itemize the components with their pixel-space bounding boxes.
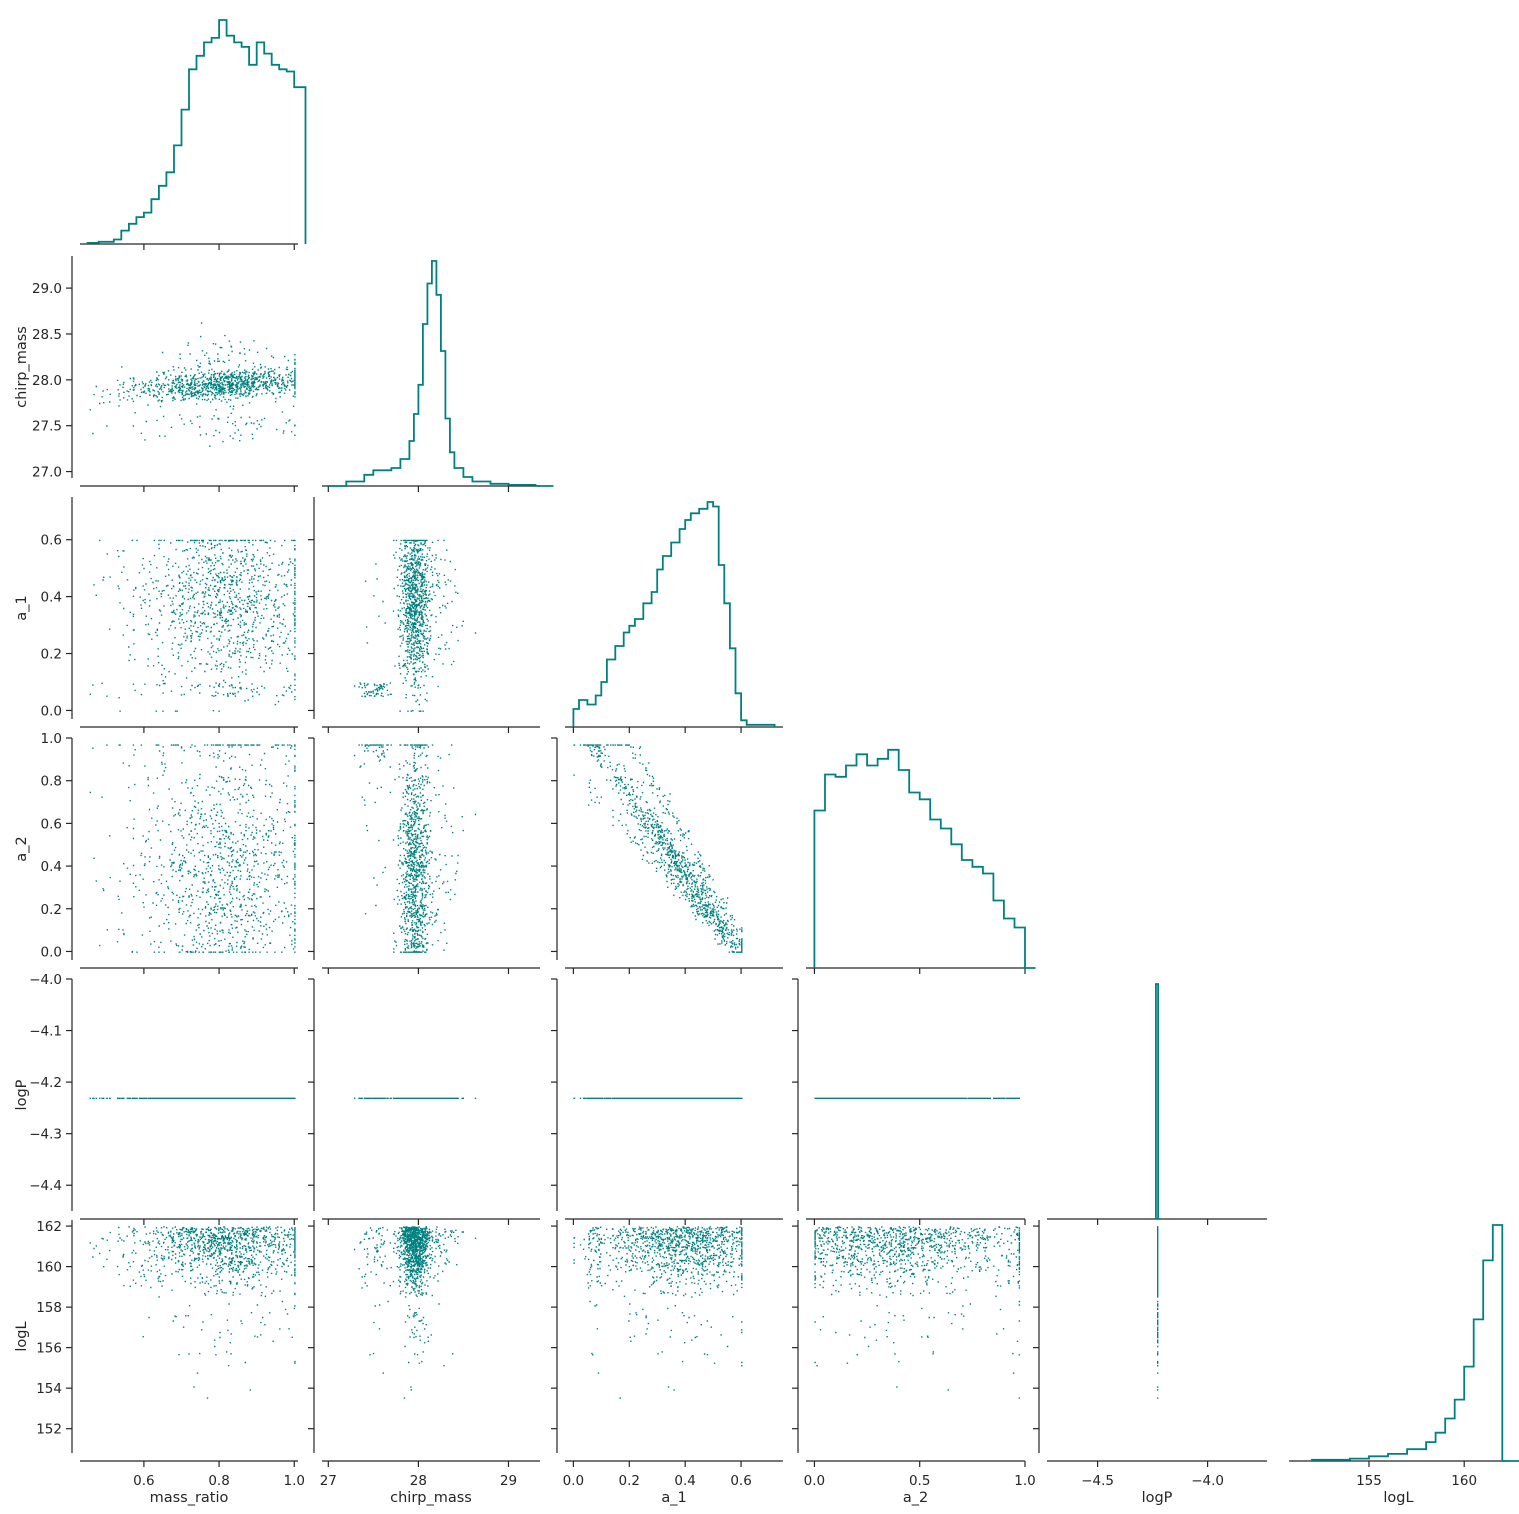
scatter-a_2-vs-chirp_mass bbox=[353, 744, 477, 953]
y-tick-label: 27.0 bbox=[32, 465, 62, 481]
x-tick-label: 1.0 bbox=[1014, 1473, 1035, 1489]
panel-a_2-vs-a_2 bbox=[806, 748, 1036, 974]
scatter-logL-vs-a_2 bbox=[814, 1226, 1021, 1399]
y-tick-label: 0.0 bbox=[41, 944, 62, 960]
panel-chirp_mass-vs-chirp_mass bbox=[322, 260, 554, 492]
scatter-a_1-vs-chirp_mass bbox=[353, 539, 477, 712]
y-tick-label: 29.0 bbox=[32, 281, 62, 297]
y-tick-label: 0.6 bbox=[41, 816, 62, 832]
y-tick-label: 0.8 bbox=[41, 774, 62, 790]
x-tick-label: 155 bbox=[1356, 1473, 1382, 1489]
x-tick-label: −4.5 bbox=[1081, 1473, 1114, 1489]
histogram-mass_ratio bbox=[86, 19, 307, 244]
scatter-logP-vs-chirp_mass bbox=[353, 1097, 477, 1099]
y-tick-label: −4.1 bbox=[29, 1024, 62, 1040]
y-tick-label: 156 bbox=[36, 1341, 62, 1357]
scatter-logP-vs-a_1 bbox=[573, 1097, 743, 1099]
x-tick-label: 28 bbox=[410, 1473, 427, 1489]
y-tick-label: 0.2 bbox=[41, 647, 62, 663]
scatter-chirp_mass-vs-mass_ratio bbox=[89, 322, 296, 447]
y-tick-label: 27.5 bbox=[32, 419, 62, 435]
x-tick-label: 1.0 bbox=[283, 1473, 304, 1489]
y-tick-label: 0.0 bbox=[41, 703, 62, 719]
scatter-a_1-vs-mass_ratio bbox=[89, 539, 296, 712]
x-axis-label-a_1: a_1 bbox=[661, 1490, 686, 1506]
scatter-logL-vs-a_1 bbox=[573, 1226, 743, 1399]
x-tick-label: 0.5 bbox=[909, 1473, 930, 1489]
x-tick-label: 160 bbox=[1451, 1473, 1477, 1489]
histogram-a_1 bbox=[572, 501, 776, 727]
y-tick-label: 28.5 bbox=[32, 327, 62, 343]
y-axis-label-logL: logL bbox=[14, 1321, 30, 1351]
scatter-logL-vs-logP bbox=[1157, 1226, 1159, 1399]
x-tick-label: 0.2 bbox=[619, 1473, 640, 1489]
y-tick-label: −4.2 bbox=[29, 1075, 62, 1091]
panel-logP-vs-a_1 bbox=[551, 978, 783, 1225]
x-axis-label-a_2: a_2 bbox=[903, 1490, 928, 1506]
y-tick-label: 0.4 bbox=[41, 590, 62, 606]
panel-a_1-vs-chirp_mass bbox=[308, 497, 540, 733]
y-tick-label: −4.0 bbox=[29, 972, 62, 988]
y-tick-label: 162 bbox=[36, 1219, 62, 1235]
histogram-a_2 bbox=[813, 748, 1036, 969]
x-axis-label-chirp_mass: chirp_mass bbox=[390, 1490, 472, 1506]
y-tick-label: −4.4 bbox=[29, 1178, 62, 1194]
y-tick-label: 152 bbox=[36, 1422, 62, 1438]
x-tick-label: 0.0 bbox=[563, 1473, 584, 1489]
panel-a_2-vs-mass_ratio: 0.0 0.2 0.4 0.6 0.8 1.0 bbox=[41, 731, 298, 974]
y-tick-label: −4.3 bbox=[29, 1127, 62, 1143]
y-tick-label: 0.2 bbox=[41, 902, 62, 918]
panel-logL-vs-logL: 155 160 bbox=[1289, 1224, 1519, 1489]
y-tick-label: 154 bbox=[36, 1381, 62, 1397]
y-axis-label-a_2: a_2 bbox=[14, 836, 30, 861]
x-tick-label: 0.6 bbox=[730, 1473, 751, 1489]
panel-chirp_mass-vs-mass_ratio: 27.0 27.5 28.0 28.5 29.0 bbox=[32, 256, 298, 492]
y-axis-label-chirp_mass: chirp_mass bbox=[14, 326, 30, 408]
x-tick-label: 0.6 bbox=[133, 1473, 154, 1489]
panel-a_2-vs-a_1 bbox=[551, 737, 783, 974]
histogram-chirp_mass bbox=[328, 260, 554, 487]
panel-logP-vs-a_2 bbox=[792, 978, 1026, 1225]
scatter-a_2-vs-a_1 bbox=[573, 744, 743, 953]
scatter-a_2-vs-mass_ratio bbox=[89, 744, 296, 953]
panel-a_1-vs-mass_ratio: 0.0 0.2 0.4 0.6 bbox=[41, 497, 298, 733]
y-tick-label: 160 bbox=[36, 1260, 62, 1276]
panel-logP-vs-mass_ratio: −4.4 −4.3 −4.2 −4.1 −4.0 bbox=[29, 972, 298, 1225]
panel-logP-vs-chirp_mass bbox=[308, 978, 540, 1225]
x-tick-label: 0.8 bbox=[208, 1473, 229, 1489]
y-tick-label: 28.0 bbox=[32, 373, 62, 389]
x-tick-label: 0.4 bbox=[674, 1473, 695, 1489]
y-axis-label-a_1: a_1 bbox=[14, 595, 30, 620]
panel-logL-vs-a_2: 0.0 0.5 1.0 bbox=[792, 1220, 1036, 1489]
scatter-logP-vs-mass_ratio bbox=[89, 1097, 296, 1099]
y-tick-label: 0.4 bbox=[41, 859, 62, 875]
panel-logL-vs-mass_ratio: 0.6 0.8 1.0 152 154 156 158 160 162 bbox=[36, 1219, 305, 1489]
panel-logP-vs-logP bbox=[1047, 983, 1267, 1225]
histogram-logP bbox=[1155, 983, 1161, 1220]
scatter-logL-vs-mass_ratio bbox=[89, 1226, 296, 1399]
panel-a_2-vs-chirp_mass bbox=[308, 737, 540, 974]
x-axis-label-logP: logP bbox=[1142, 1490, 1173, 1506]
histogram-logL bbox=[1311, 1224, 1519, 1462]
y-tick-label: 1.0 bbox=[41, 731, 62, 747]
x-axis-label-logL: logL bbox=[1383, 1490, 1413, 1506]
panel-logL-vs-chirp_mass: 27 28 29 bbox=[308, 1220, 540, 1489]
y-axis-label-logP: logP bbox=[14, 1079, 30, 1110]
y-tick-label: 0.6 bbox=[41, 533, 62, 549]
panel-a_1-vs-a_1 bbox=[565, 501, 783, 733]
x-tick-label: −4.0 bbox=[1191, 1473, 1224, 1489]
x-tick-label: 0.0 bbox=[804, 1473, 825, 1489]
scatter-logL-vs-chirp_mass bbox=[353, 1226, 477, 1399]
panel-mass_ratio-vs-mass_ratio bbox=[80, 19, 307, 250]
panel-logL-vs-logP: −4.5 −4.0 bbox=[1033, 1220, 1267, 1489]
panel-logL-vs-a_1: 0.0 0.2 0.4 0.6 bbox=[551, 1220, 783, 1489]
y-tick-label: 158 bbox=[36, 1300, 62, 1316]
x-tick-label: 27 bbox=[320, 1473, 337, 1489]
x-tick-label: 29 bbox=[500, 1473, 517, 1489]
x-axis-label-mass_ratio: mass_ratio bbox=[150, 1490, 229, 1506]
scatter-logP-vs-a_2 bbox=[814, 1097, 1021, 1099]
